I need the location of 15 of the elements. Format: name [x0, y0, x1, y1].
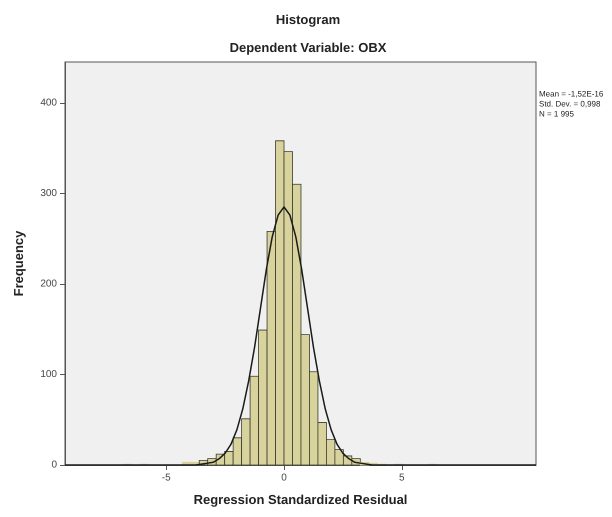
- x-axis-title: Regression Standardized Residual: [194, 492, 408, 507]
- y-tick-label: 100: [40, 368, 58, 380]
- x-tick-label: -5: [162, 472, 172, 484]
- text: N = 1 995: [539, 110, 574, 118]
- text: Std. Dev. = 0,998: [539, 100, 601, 108]
- x-tick-label: 0: [281, 472, 288, 484]
- y-axis-title: Frequency: [11, 230, 26, 296]
- chart-title: Histogram: [276, 12, 340, 27]
- chart-subtitle: Dependent Variable: OBX: [230, 40, 387, 55]
- y-tick-label: 200: [40, 278, 58, 290]
- y-tick-label: 400: [40, 97, 58, 108]
- x-tick-label: 5: [398, 472, 405, 484]
- y-tick-label: 300: [40, 188, 58, 199]
- y-tick-label: 0: [51, 460, 58, 470]
- text: Mean = -1,52E-16: [539, 90, 604, 98]
